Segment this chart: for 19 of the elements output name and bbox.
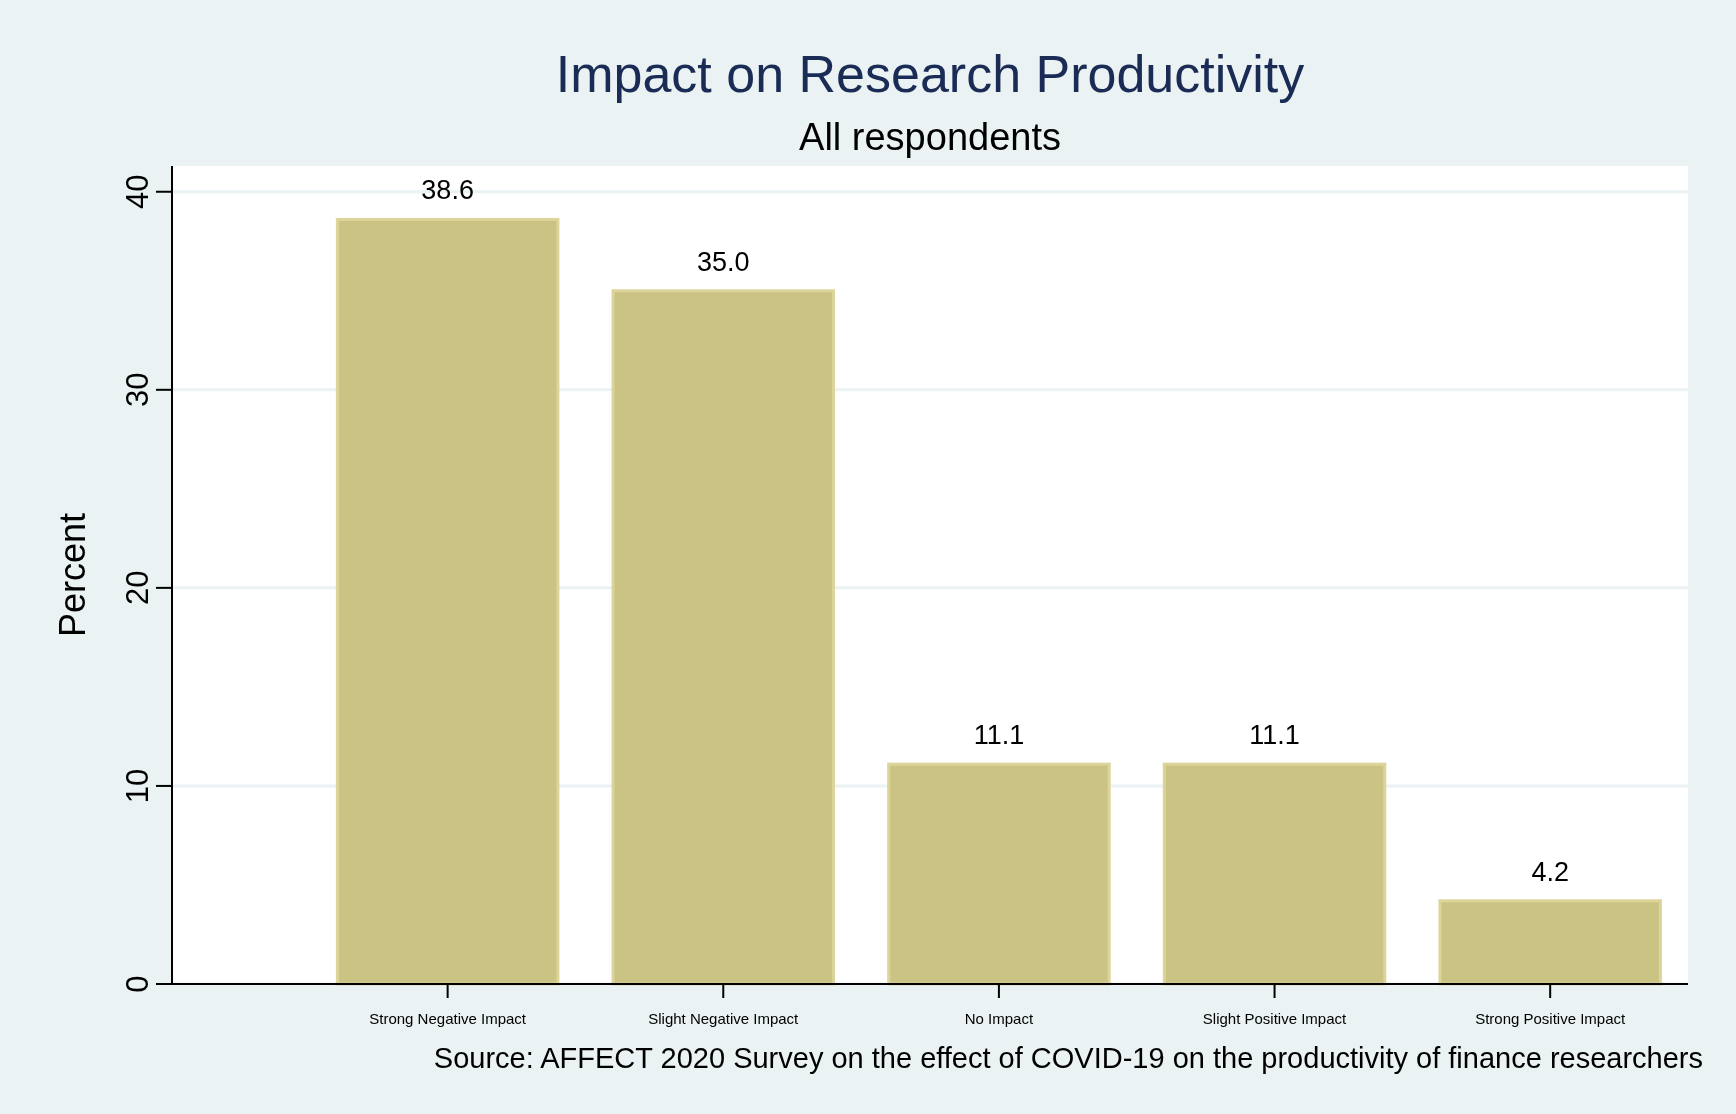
data-label: 35.0 xyxy=(696,246,750,277)
y-tick-label: 0 xyxy=(120,975,155,993)
y-tick-label: 30 xyxy=(120,372,155,408)
x-tick-label: Slight Positive Impact xyxy=(1202,1010,1348,1027)
chart-subtitle: All respondents xyxy=(799,116,1061,158)
x-tick-label: No Impact xyxy=(964,1010,1034,1027)
data-label: 4.2 xyxy=(1531,856,1569,887)
y-axis-title: Percent xyxy=(52,512,93,638)
data-label: 11.1 xyxy=(973,720,1025,751)
data-label: 38.6 xyxy=(421,175,474,206)
chart-title: Impact on Research Productivity xyxy=(555,45,1305,103)
data-label: 11.1 xyxy=(1249,720,1300,751)
y-tick-label: 20 xyxy=(120,570,155,606)
y-tick-label: 40 xyxy=(120,174,155,209)
source-note: Source: AFFECT 2020 Survey on the effect of COVID-19 on the productivity of finance researchers xyxy=(433,1042,1703,1074)
x-tick-label: Strong Positive Impact xyxy=(1475,1010,1627,1027)
x-tick-label: Strong Negative Impact xyxy=(369,1010,527,1027)
x-tick-label: Slight Negative Impact xyxy=(648,1010,800,1027)
y-tick-label: 10 xyxy=(120,768,155,804)
